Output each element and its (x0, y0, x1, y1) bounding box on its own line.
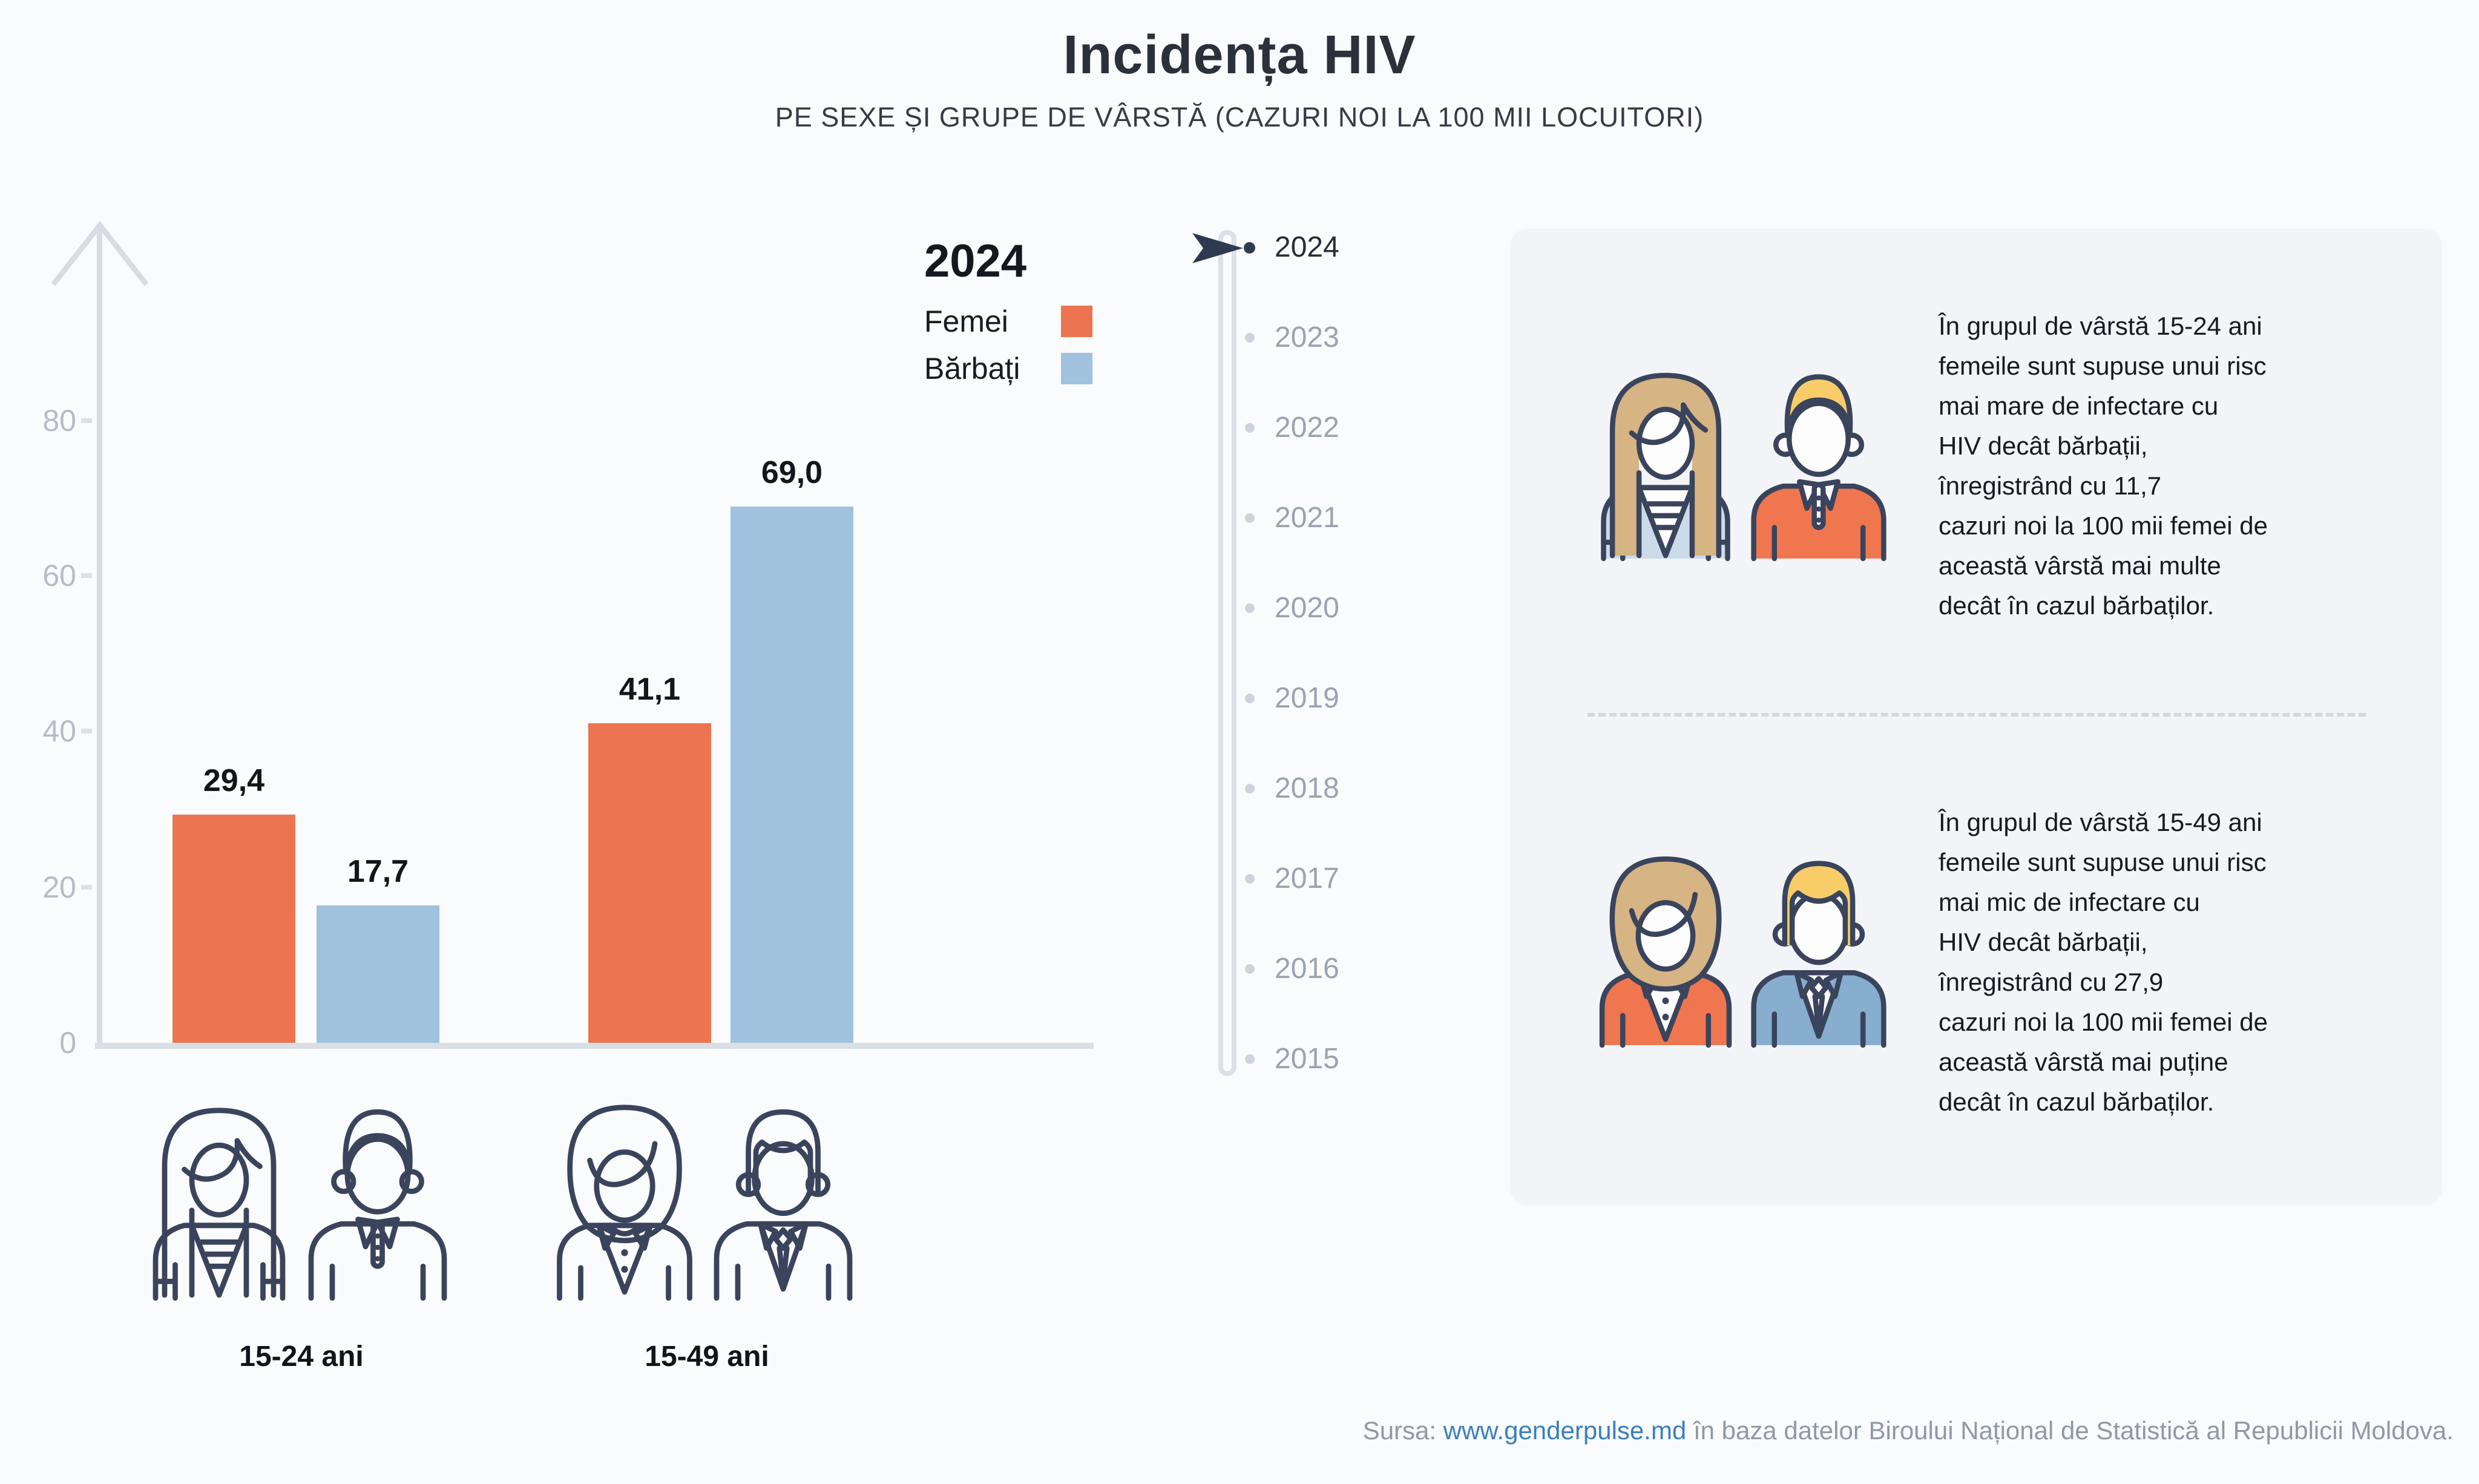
y-tick-label: 60 (42, 559, 76, 593)
page-title: Incidența HIV (1063, 25, 1416, 85)
timeline-dot-2016[interactable] (1245, 964, 1255, 974)
timeline-year-2020[interactable]: 2020 (1275, 592, 1339, 624)
bar-femei-15-49[interactable]: 41,1 (588, 672, 711, 1043)
timeline-year-2022[interactable]: 2022 (1275, 412, 1339, 444)
timeline-year-2019[interactable]: 2019 (1275, 682, 1339, 714)
timeline-year-2016[interactable]: 2016 (1275, 953, 1339, 985)
adult-woman-colored-icon (1592, 849, 1739, 1048)
timeline-dot-2022[interactable] (1245, 423, 1255, 433)
legend-swatch-barbati (1061, 353, 1092, 384)
timeline-year-2017[interactable]: 2017 (1275, 862, 1339, 895)
timeline-arrow-icon[interactable] (1190, 231, 1246, 266)
bar-barbati-15-49[interactable]: 69,0 (731, 455, 853, 1043)
timeline-dot-2024[interactable] (1244, 242, 1255, 254)
panel-text-15-24: În grupul de vârstă 15-24 ani femeile su… (1939, 312, 2268, 620)
y-tick-label: 20 (42, 870, 76, 904)
timeline-year-2023[interactable]: 2023 (1275, 321, 1339, 353)
x-axis-line (95, 1043, 1094, 1049)
y-tick-mark (81, 573, 92, 578)
bar-value-label: 17,7 (347, 854, 409, 889)
timeline-dot-2020[interactable] (1245, 603, 1255, 613)
panel-divider (1588, 713, 2366, 717)
adult-man-colored-icon (1745, 849, 1893, 1048)
y-tick-mark (81, 885, 92, 890)
info-panel: În grupul de vârstă 15-24 ani femeile su… (1510, 229, 2442, 1206)
adult-man-icon (708, 1097, 859, 1301)
timeline-dot-2015[interactable] (1245, 1054, 1255, 1064)
panel-text-15-49: În grupul de vârstă 15-49 ani femeile su… (1939, 808, 2268, 1116)
bar-femei-15-24[interactable]: 29,4 (172, 763, 295, 1043)
adult-woman-icon (549, 1097, 700, 1301)
legend-swatch-femei (1061, 306, 1092, 337)
source-suffix: în baza datelor Biroului Național de Sta… (1686, 1416, 2454, 1445)
timeline-dot-2018[interactable] (1245, 784, 1255, 793)
source-link[interactable]: www.genderpulse.md (1443, 1416, 1687, 1445)
y-tick-mark (81, 418, 92, 423)
page-subtitle: PE SEXE ȘI GRUPE DE VÂRSTĂ (CAZURI NOI L… (775, 102, 1704, 133)
y-tick-label: 40 (42, 714, 76, 748)
legend-year: 2024 (924, 235, 1027, 287)
young-man-colored-icon (1745, 362, 1893, 562)
timeline-dot-2021[interactable] (1245, 513, 1255, 523)
source-prefix: Sursa: (1362, 1416, 1443, 1445)
bar-value-label: 41,1 (619, 672, 681, 707)
young-woman-colored-icon (1592, 362, 1739, 562)
y-tick-label: 0 (59, 1026, 76, 1060)
legend-label-barbati: Bărbați (924, 352, 1020, 386)
category-label-15-24: 15-24 ani (239, 1341, 364, 1373)
source-line: Sursa: www.genderpulse.md în baza datelo… (1363, 1414, 2454, 1448)
young-woman-icon (143, 1097, 295, 1301)
timeline-year-2024[interactable]: 2024 (1275, 231, 1339, 263)
bar-value-label: 29,4 (203, 763, 265, 798)
timeline-track[interactable] (1218, 230, 1236, 1076)
young-man-icon (302, 1097, 453, 1301)
y-axis-line (97, 225, 102, 1049)
timeline-year-2021[interactable]: 2021 (1275, 502, 1339, 534)
bar-value-label: 69,0 (761, 455, 823, 490)
timeline-dot-2023[interactable] (1245, 333, 1255, 343)
timeline-dot-2017[interactable] (1245, 874, 1255, 884)
legend-label-femei: Femei (924, 304, 1008, 338)
timeline-dot-2019[interactable] (1245, 694, 1255, 703)
y-tick-mark (81, 729, 92, 734)
timeline-year-2018[interactable]: 2018 (1275, 772, 1339, 804)
y-tick-label: 80 (42, 404, 76, 438)
bar-barbati-15-24[interactable]: 17,7 (317, 854, 439, 1043)
category-label-15-49: 15-49 ani (645, 1341, 769, 1373)
timeline-year-2015[interactable]: 2015 (1275, 1043, 1339, 1075)
